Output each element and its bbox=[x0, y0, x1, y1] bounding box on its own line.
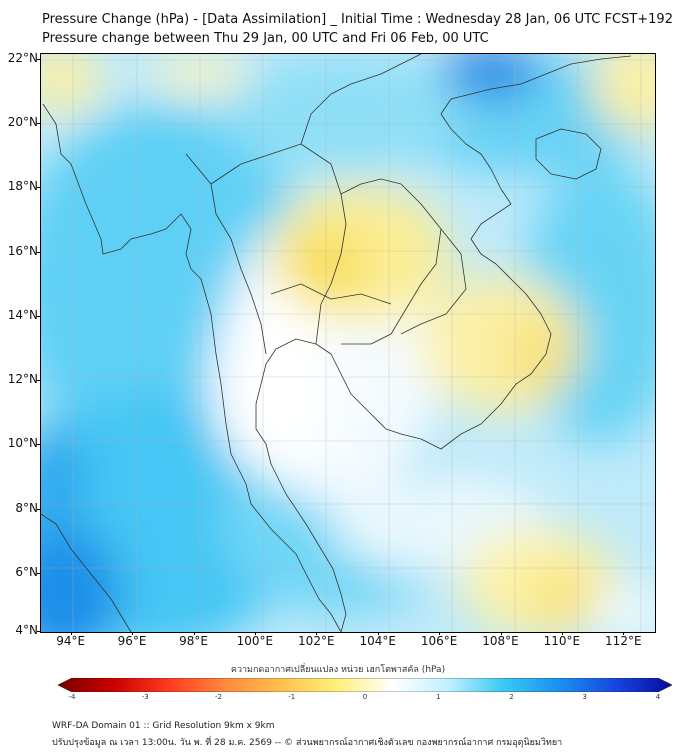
colorbar-tick-label: 1 bbox=[436, 693, 441, 701]
latitude-tick bbox=[37, 444, 40, 446]
latitude-label: 22°N bbox=[7, 51, 38, 65]
colorbar-tick-label: 3 bbox=[582, 693, 587, 701]
pressure-field bbox=[41, 54, 655, 632]
longitude-label: 96°E bbox=[117, 634, 147, 648]
colorbar-tick-label: 2 bbox=[509, 693, 514, 701]
colorbar-title: ความกดอากาศเปลี่ยนแปลง หน่วย เฮกโตพาสคัล… bbox=[230, 665, 446, 675]
longitude-tick bbox=[439, 632, 441, 635]
longitude-tick bbox=[70, 632, 72, 635]
longitude-tick bbox=[377, 632, 379, 635]
longitude-label: 102°E bbox=[298, 634, 335, 648]
longitude-label: 106°E bbox=[420, 634, 458, 648]
colorbar-tick-label: -1 bbox=[288, 693, 296, 701]
graticule bbox=[41, 54, 655, 632]
footer-update-info: ปรับปรุงข้อมูล ณ เวลา 13:00น. วัน พ. ที่… bbox=[52, 738, 563, 748]
longitude-tick bbox=[193, 632, 195, 635]
longitude-tick bbox=[132, 632, 134, 635]
footer-model-info: WRF-DA Domain 01 :: Grid Resolution 9km … bbox=[52, 721, 275, 731]
longitude-label: 98°E bbox=[179, 634, 208, 648]
longitude-tick bbox=[316, 632, 318, 635]
colorbar-bar bbox=[58, 678, 672, 692]
latitude-tick bbox=[37, 380, 40, 382]
latitude-tick bbox=[37, 631, 40, 632]
colorbar-tick-label: 0 bbox=[362, 693, 368, 701]
latitude-tick bbox=[37, 508, 40, 510]
latitude-tick bbox=[37, 315, 40, 317]
latitude-label: 4°N bbox=[15, 623, 38, 637]
latitude-label: 18°N bbox=[7, 179, 38, 194]
latitude-label: 12°N bbox=[7, 372, 38, 387]
latitude-label: 14°N bbox=[7, 307, 38, 322]
latitude-tick bbox=[37, 187, 40, 189]
colorbar-tick-label: -2 bbox=[215, 693, 222, 701]
colorbar-tick-label: -3 bbox=[141, 693, 149, 701]
latitude-label: 20°N bbox=[7, 115, 38, 130]
map-title: Pressure Change (hPa) - [Data Assimilati… bbox=[42, 12, 673, 27]
longitude-label: 100°E bbox=[236, 634, 274, 648]
coastlines bbox=[41, 54, 632, 632]
map-subtitle: Pressure change between Thu 29 Jan, 00 U… bbox=[42, 31, 489, 46]
longitude-label: 112°E bbox=[605, 634, 642, 648]
latitude-tick bbox=[37, 251, 40, 253]
longitude-tick bbox=[500, 632, 502, 635]
longitude-label: 104°E bbox=[359, 634, 396, 648]
longitude-tick bbox=[561, 632, 563, 635]
colorbar bbox=[58, 678, 672, 692]
longitude-label: 94°E bbox=[56, 634, 86, 648]
longitude-tick bbox=[254, 632, 256, 635]
latitude-label: 16°N bbox=[7, 243, 38, 258]
latitude-label: 6°N bbox=[15, 564, 38, 579]
latitude-tick bbox=[37, 59, 40, 60]
latitude-label: 8°N bbox=[15, 500, 38, 515]
longitude-label: 110°E bbox=[543, 634, 581, 648]
colorbar-tick-label: -4 bbox=[68, 693, 76, 701]
latitude-tick bbox=[37, 572, 40, 574]
pressure-change-map bbox=[40, 53, 656, 633]
longitude-label: 108°E bbox=[482, 634, 519, 648]
latitude-tick bbox=[37, 123, 40, 125]
colorbar-tick-label: 4 bbox=[655, 693, 661, 701]
latitude-label: 10°N bbox=[7, 436, 38, 451]
longitude-tick bbox=[623, 632, 625, 635]
